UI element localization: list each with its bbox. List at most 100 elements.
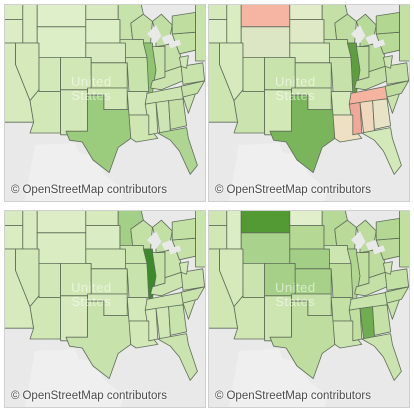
state-region-ar[interactable] [330,91,352,116]
state-region-tx[interactable] [65,94,132,174]
map-panel-bottom-left[interactable]: United States © OpenStreetMap contributors [4,210,206,408]
state-region-ar[interactable] [126,91,148,116]
state-region-mo[interactable] [328,56,356,93]
map-panel-top-left[interactable]: United States © OpenStreetMap contributors [4,4,206,202]
state-region-wa[interactable] [5,211,24,227]
state-region-ny[interactable] [171,11,197,35]
state-region-az[interactable] [233,89,266,134]
state-region-fl[interactable] [361,127,402,175]
state-region-ky[interactable] [150,65,184,91]
state-region-wa[interactable] [209,211,228,227]
state-region-ga[interactable] [372,304,392,336]
state-region-or[interactable] [209,225,228,250]
choropleth-map[interactable] [5,5,205,201]
basemap-country-label: United States [275,280,316,309]
state-region-id[interactable] [22,5,38,44]
state-region-fl[interactable] [157,333,198,381]
state-region-mo[interactable] [124,262,152,299]
state-region-mo[interactable] [124,56,152,93]
state-region-or[interactable] [5,225,24,250]
state-region-wv[interactable] [382,261,393,275]
state-region-nc[interactable] [384,286,409,304]
state-region-ne[interactable] [85,42,126,64]
state-region-nd[interactable] [85,211,119,227]
state-region-wy[interactable] [36,232,87,264]
map-panel-bottom-right[interactable]: United States © OpenStreetMap contributors [208,210,410,408]
state-region-ny[interactable] [171,217,197,241]
state-region-ky[interactable] [354,271,388,297]
state-region-ut[interactable] [242,56,266,93]
map-panel-top-right[interactable]: United States © OpenStreetMap contributors [208,4,410,202]
state-region-wy[interactable] [240,26,291,58]
basemap-country-label: United States [275,74,316,103]
map-attribution[interactable]: © OpenStreetMap contributors [11,390,167,402]
state-region-ky[interactable] [354,65,388,91]
state-region-ne-states[interactable] [399,211,409,268]
state-region-ut[interactable] [38,56,62,93]
state-region-id[interactable] [226,211,242,250]
state-region-nd[interactable] [289,211,323,227]
state-region-wv[interactable] [178,55,189,69]
state-region-ny[interactable] [375,217,401,241]
state-region-wy[interactable] [240,232,291,264]
state-region-tx[interactable] [269,300,336,380]
state-region-ne-states[interactable] [195,211,205,268]
state-region-or[interactable] [209,19,228,44]
state-region-wv[interactable] [178,261,189,275]
state-region-sd[interactable] [289,19,325,44]
state-region-sd[interactable] [85,225,121,250]
choropleth-map[interactable] [5,211,205,407]
state-region-nc[interactable] [180,286,205,304]
state-region-id[interactable] [22,211,38,250]
state-region-ne-states[interactable] [399,5,409,62]
state-region-ne[interactable] [289,42,330,64]
state-region-nd[interactable] [85,5,119,21]
state-region-mt[interactable] [240,211,291,234]
state-region-mt[interactable] [36,211,87,234]
state-region-nc[interactable] [384,80,409,98]
state-region-va[interactable] [384,62,409,85]
map-attribution[interactable]: © OpenStreetMap contributors [11,184,167,196]
state-region-fl[interactable] [157,127,198,175]
choropleth-map[interactable] [209,211,409,407]
state-region-tx[interactable] [269,94,336,174]
state-region-mt[interactable] [240,5,291,28]
state-region-wv[interactable] [382,55,393,69]
state-region-ar[interactable] [330,297,352,322]
state-region-nd[interactable] [289,5,323,21]
state-region-va[interactable] [180,268,205,291]
state-region-wa[interactable] [5,5,24,21]
state-region-ne-states[interactable] [195,5,205,62]
state-region-ga[interactable] [168,304,188,336]
state-region-mo[interactable] [328,262,356,299]
map-attribution[interactable]: © OpenStreetMap contributors [215,184,371,196]
state-region-wa[interactable] [209,5,228,21]
state-region-az[interactable] [29,295,62,340]
state-region-nc[interactable] [180,80,205,98]
state-region-fl[interactable] [361,333,402,381]
state-region-ny[interactable] [375,11,401,35]
states-layer [5,211,205,381]
state-region-ne[interactable] [289,248,330,270]
states-layer [209,211,409,381]
state-region-tx[interactable] [65,300,132,380]
state-region-mt[interactable] [36,5,87,28]
state-region-ne[interactable] [85,248,126,270]
state-region-ky[interactable] [150,271,184,297]
map-attribution[interactable]: © OpenStreetMap contributors [215,390,371,402]
state-region-ut[interactable] [38,262,62,299]
state-region-va[interactable] [384,268,409,291]
state-region-id[interactable] [226,5,242,44]
state-region-ga[interactable] [372,98,392,130]
state-region-az[interactable] [233,295,266,340]
state-region-va[interactable] [180,62,205,85]
state-region-ut[interactable] [242,262,266,299]
state-region-sd[interactable] [85,19,121,44]
state-region-az[interactable] [29,89,62,134]
choropleth-map[interactable] [209,5,409,201]
state-region-or[interactable] [5,19,24,44]
state-region-ar[interactable] [126,297,148,322]
state-region-wy[interactable] [36,26,87,58]
state-region-ga[interactable] [168,98,188,130]
state-region-sd[interactable] [289,225,325,250]
